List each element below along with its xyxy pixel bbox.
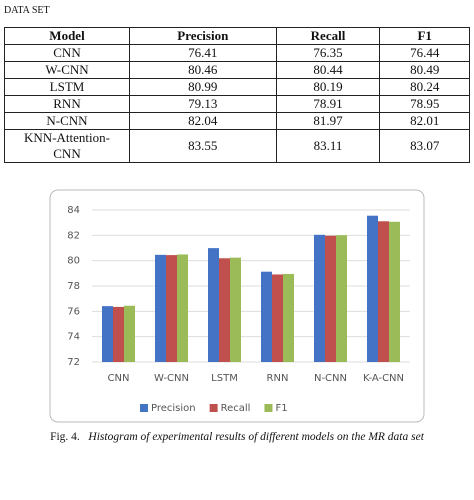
x-tick-label: K-A-CNN [363, 373, 404, 384]
header-row: Model Precision Recall F1 [4, 27, 470, 45]
y-tick-label: 82 [67, 230, 80, 241]
model-name: W-CNN [45, 62, 89, 77]
column-header: Recall [275, 27, 381, 45]
table-row: LSTM 80.99 80.19 80.24 [4, 78, 470, 96]
table-row: RNN 79.13 78.91 78.95 [4, 95, 470, 113]
bar [336, 235, 347, 362]
table-cell: 83.11 [275, 129, 381, 163]
x-tick-label: N-CNN [314, 373, 347, 384]
y-tick-label: 72 [67, 357, 80, 368]
bar [325, 235, 336, 362]
table-cell: KNN-Attention-CNN [4, 129, 130, 163]
table-cell: W-CNN [4, 61, 130, 79]
table-cell: 83.07 [379, 129, 470, 163]
model-name: KNN-Attention-CNN [24, 130, 110, 161]
header-title: DATA SET [4, 5, 50, 16]
table-cell: LSTM [4, 78, 130, 96]
table-row: KNN-Attention-CNN 83.55 83.11 83.07 [4, 129, 470, 163]
caption-text: Histogram of experimental results of dif… [88, 431, 424, 443]
bar [124, 305, 135, 362]
bar [208, 248, 219, 362]
table-body: CNN 76.41 76.35 76.44 W-CNN 80.46 80.44 80.49 LS… [4, 44, 470, 163]
column-header: Precision [129, 27, 277, 45]
legend-swatch [140, 404, 148, 412]
bar [113, 306, 124, 362]
y-tick-label: 76 [67, 306, 80, 317]
bar [230, 257, 241, 362]
caption-label: Fig. 4. [50, 431, 80, 443]
table-cell: 81.97 [275, 112, 381, 130]
table-cell: 76.35 [275, 44, 381, 62]
bar [155, 254, 166, 362]
x-tick-label: CNN [108, 373, 130, 384]
bar [166, 255, 177, 362]
x-tick-label: RNN [267, 373, 289, 384]
bar [272, 274, 283, 362]
model-name: RNN [53, 96, 81, 111]
model-name: N-CNN [46, 113, 88, 128]
model-name: LSTM [49, 79, 85, 94]
model-name: CNN [53, 45, 81, 60]
chart: 72 74 76 78 80 82 84 CNN W-CNN LSTM RNN N-CNN K-A-CN… [49, 189, 425, 423]
table-cell: 76.44 [379, 44, 470, 62]
bar [378, 221, 389, 362]
y-tick-label: 80 [67, 256, 80, 267]
table-cell: 79.13 [129, 95, 277, 113]
bar [367, 215, 378, 362]
legend-swatch [264, 404, 273, 412]
bar [261, 271, 272, 362]
results-table: Model Precision Recall F1 CNN 76.41 76.35 76.4… [4, 27, 470, 163]
table-row: W-CNN 80.46 80.44 80.49 [4, 61, 470, 79]
table-cell: RNN [4, 95, 130, 113]
table-cell: 80.49 [379, 61, 470, 79]
x-tick-label: LSTM [211, 373, 238, 384]
table-cell: CNN [4, 44, 130, 62]
bar [177, 254, 188, 362]
y-tick-label: 84 [67, 205, 80, 216]
bar [102, 306, 113, 362]
y-tick-label: 74 [67, 332, 80, 343]
table-row: N-CNN 82.04 81.97 82.01 [4, 112, 470, 130]
table-cell: 83.55 [129, 129, 277, 163]
bar [389, 221, 400, 362]
legend-label: Precision [151, 403, 196, 414]
legend-label: Recall [221, 403, 251, 414]
legend-label: F1 [275, 403, 287, 414]
bar [314, 234, 325, 362]
y-tick-label: 78 [67, 281, 80, 292]
x-tick-label: W-CNN [154, 373, 189, 384]
legend-swatch [209, 404, 218, 412]
table-cell: 78.91 [275, 95, 381, 113]
bar [283, 273, 294, 362]
bar [219, 258, 230, 362]
caption: Fig. 4. Histogram of experimental result… [20, 430, 454, 445]
table-cell: N-CNN [4, 112, 130, 130]
